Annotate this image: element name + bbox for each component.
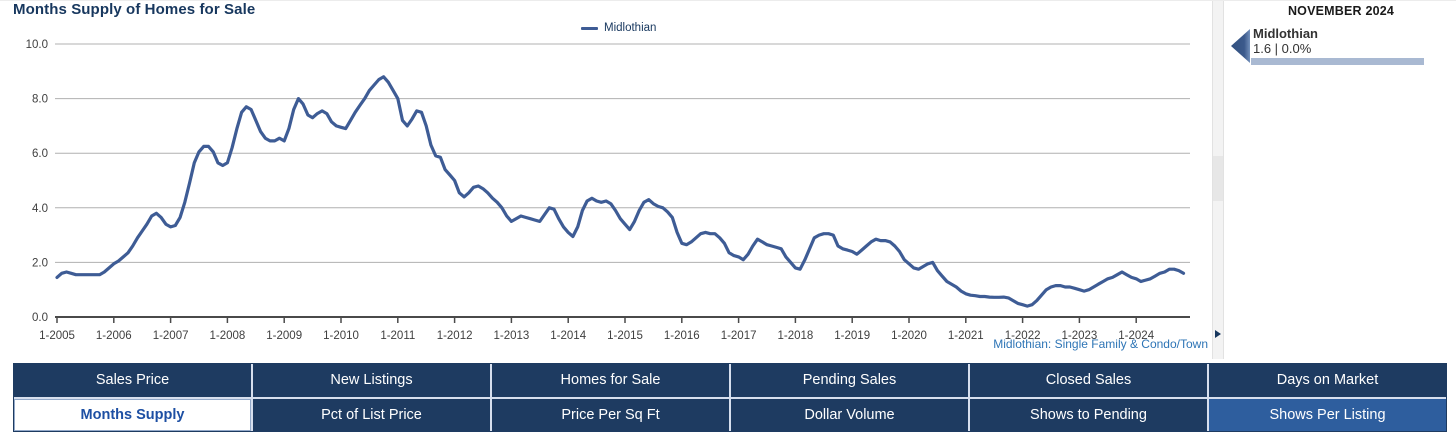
summary-series-name: Midlothian bbox=[1253, 26, 1318, 41]
svg-text:1-2008: 1-2008 bbox=[209, 330, 245, 342]
expand-arrow-icon[interactable] bbox=[1215, 330, 1221, 338]
svg-text:1-2006: 1-2006 bbox=[96, 330, 132, 342]
svg-text:1-2022: 1-2022 bbox=[1005, 330, 1041, 342]
panel-scrollbar[interactable] bbox=[1212, 1, 1224, 359]
svg-text:8.0: 8.0 bbox=[32, 94, 48, 106]
tab-sales-price[interactable]: Sales Price bbox=[14, 364, 251, 397]
tab-dollar-volume[interactable]: Dollar Volume bbox=[731, 398, 968, 431]
svg-text:1-2007: 1-2007 bbox=[153, 330, 189, 342]
svg-text:1-2023: 1-2023 bbox=[1061, 330, 1097, 342]
svg-text:1-2013: 1-2013 bbox=[493, 330, 529, 342]
svg-text:1-2011: 1-2011 bbox=[380, 330, 415, 342]
svg-text:1-2010: 1-2010 bbox=[323, 330, 359, 342]
chart-panel: 0.0 2.0 4.0 6.0 8.0 10.0 1-2005 1-2006 1-2007 1-2… bbox=[0, 1, 1210, 359]
svg-text:1-2015: 1-2015 bbox=[607, 330, 643, 342]
svg-text:0.0: 0.0 bbox=[32, 312, 48, 324]
svg-text:1-2012: 1-2012 bbox=[437, 330, 473, 342]
tab-shows-per-listing[interactable]: Shows Per Listing bbox=[1209, 398, 1446, 431]
svg-text:10.0: 10.0 bbox=[26, 39, 48, 51]
tab-pct-of-list-price[interactable]: Pct of List Price bbox=[253, 398, 490, 431]
tab-pending-sales[interactable]: Pending Sales bbox=[731, 364, 968, 397]
tab-days-on-market[interactable]: Days on Market bbox=[1209, 364, 1446, 397]
summary-value: 1.6 | 0.0% bbox=[1253, 41, 1312, 56]
legend-line-icon bbox=[581, 26, 598, 30]
svg-text:1-2019: 1-2019 bbox=[834, 330, 870, 342]
summary-panel: NOVEMBER 2024 Midlothian 1.6 | 0.0% bbox=[1226, 1, 1456, 359]
summary-period-heading: NOVEMBER 2024 bbox=[1287, 4, 1395, 18]
chart-title: Months Supply of Homes for Sale bbox=[13, 1, 256, 18]
chart-canvas: 0.0 2.0 4.0 6.0 8.0 10.0 1-2005 1-2006 1-2007 1-2… bbox=[26, 39, 1190, 342]
tab-shows-to-pending[interactable]: Shows to Pending bbox=[970, 398, 1207, 431]
svg-text:1-2017: 1-2017 bbox=[721, 330, 757, 342]
svg-text:2.0: 2.0 bbox=[32, 257, 48, 269]
tab-closed-sales[interactable]: Closed Sales bbox=[970, 364, 1207, 397]
svg-text:1-2005: 1-2005 bbox=[39, 330, 75, 342]
svg-text:1-2018: 1-2018 bbox=[777, 330, 813, 342]
chart-footnote: Midlothian: Single Family & Condo/Town bbox=[993, 337, 1208, 351]
tab-price-per-sq-ft[interactable]: Price Per Sq Ft bbox=[492, 398, 729, 431]
left-arrow-icon bbox=[1231, 29, 1250, 63]
svg-text:1-2014: 1-2014 bbox=[550, 330, 586, 342]
legend: Midlothian bbox=[581, 22, 656, 34]
tab-new-listings[interactable]: New Listings bbox=[253, 364, 490, 397]
svg-text:1-2024: 1-2024 bbox=[1118, 330, 1154, 342]
svg-text:1-2021: 1-2021 bbox=[948, 330, 984, 342]
tab-bar: Sales Price New Listings Homes for Sale Pen… bbox=[13, 363, 1447, 432]
summary-bar bbox=[1251, 58, 1424, 65]
svg-text:1-2016: 1-2016 bbox=[664, 330, 700, 342]
legend-label: Midlothian bbox=[604, 22, 657, 34]
svg-text:6.0: 6.0 bbox=[32, 148, 48, 160]
svg-text:4.0: 4.0 bbox=[32, 203, 48, 215]
tab-homes-for-sale[interactable]: Homes for Sale bbox=[492, 364, 729, 397]
svg-text:1-2009: 1-2009 bbox=[266, 330, 302, 342]
scrollbar-thumb[interactable] bbox=[1213, 156, 1223, 338]
svg-text:1-2020: 1-2020 bbox=[891, 330, 927, 342]
tab-months-supply[interactable]: Months Supply bbox=[14, 398, 251, 431]
